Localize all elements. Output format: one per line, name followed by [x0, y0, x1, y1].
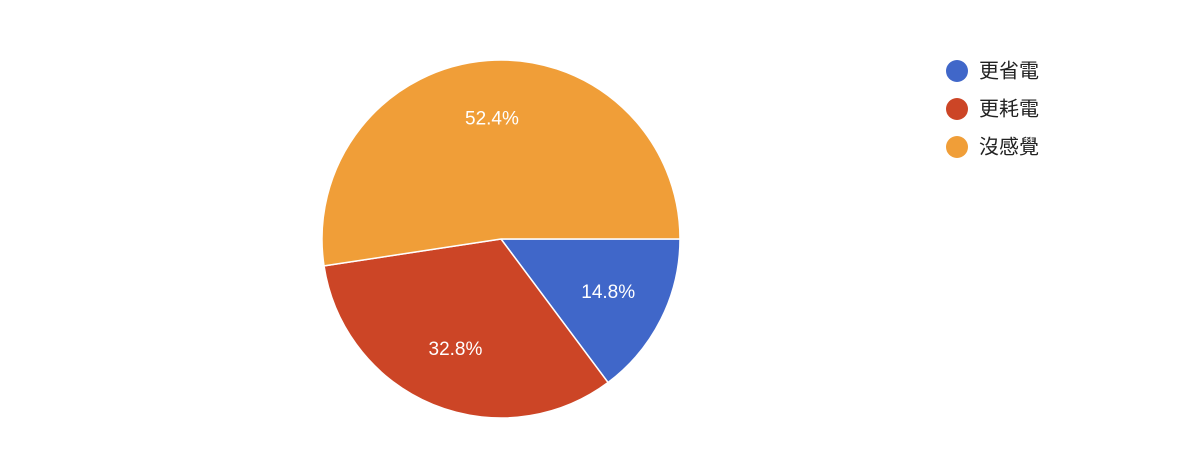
pie-slice	[321, 59, 681, 267]
legend-label: 更省電	[979, 59, 1039, 83]
legend-swatch	[946, 60, 968, 82]
legend-swatch	[946, 136, 968, 158]
data-label: 14.8%	[581, 282, 635, 303]
legend-label: 沒感覺	[979, 135, 1039, 159]
pie-slice	[499, 238, 681, 384]
data-label: 52.4%	[465, 108, 519, 129]
data-label: 32.8%	[429, 339, 483, 360]
legend-swatch	[946, 98, 968, 120]
legend-label: 更耗電	[979, 97, 1039, 121]
pie-slice	[323, 238, 610, 419]
